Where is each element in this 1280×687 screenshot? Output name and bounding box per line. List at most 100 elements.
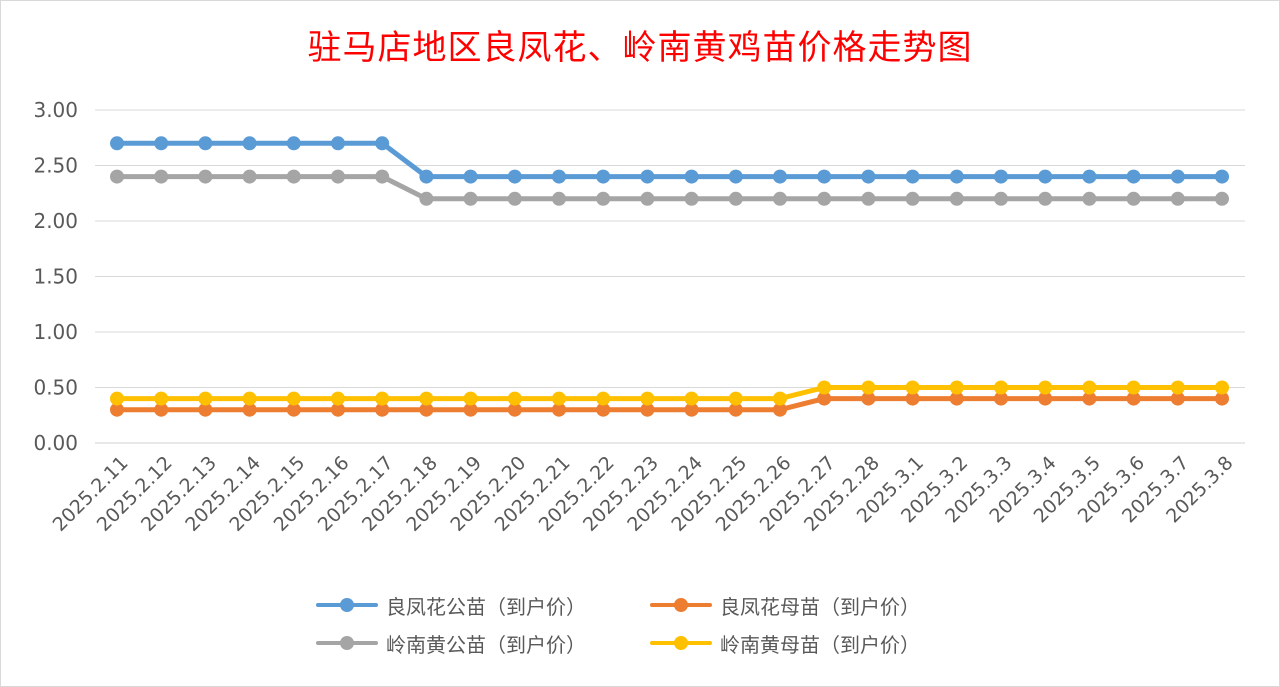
data-point [1126,169,1141,184]
data-point [331,136,345,151]
legend-item-series-2[interactable]: 岭南黄公苗（到户价） [316,629,650,658]
y-tick-label: 2.00 [33,209,78,233]
y-tick-label: 1.00 [33,320,78,344]
legend-label: 良凤花公苗（到户价） [386,594,586,619]
data-point [817,391,832,406]
data-point [1082,169,1097,184]
legend-item-series-1[interactable]: 良凤花母苗（到户价） [650,591,984,620]
data-point [817,380,832,395]
data-point [861,191,876,206]
data-point [905,391,920,406]
data-point [375,391,390,406]
data-point [1170,391,1185,406]
data-point [773,169,787,184]
data-point [640,402,655,417]
data-point [463,402,478,417]
data-point [552,169,566,184]
data-point [198,136,213,151]
data-point [1170,380,1185,395]
series-3 [110,380,1229,406]
data-point [1170,191,1185,206]
data-point [994,169,1008,184]
data-point [198,402,213,417]
series-line [114,174,1225,202]
y-tick-label: 3.00 [33,98,78,122]
series-line [114,385,1225,402]
data-point [154,391,169,406]
data-point [773,191,787,206]
data-point [110,169,124,184]
data-point [1126,191,1141,206]
data-point [463,191,478,206]
data-point [1215,380,1229,395]
data-point [684,402,699,417]
legend-label: 岭南黄母苗（到户价） [720,632,920,657]
data-point [861,169,876,184]
data-point [596,169,611,184]
legend-item-series-3[interactable]: 岭南黄母苗（到户价） [650,629,984,658]
data-point [419,402,434,417]
data-point [728,402,743,417]
data-point [861,380,876,395]
y-axis-ticks: 0.00 0.50 1.00 1.50 2.00 2.50 3.00 [33,98,78,455]
data-point [905,169,920,184]
data-point [1126,391,1141,406]
data-point [640,391,655,406]
data-point [507,402,522,417]
data-point [331,402,345,417]
legend-item-series-0[interactable]: 良凤花公苗（到户价） [316,591,650,620]
data-point [773,391,787,406]
data-point [110,391,124,406]
data-point [552,391,566,406]
data-point [419,391,434,406]
data-point [154,169,169,184]
data-point [1038,169,1053,184]
series-line [114,140,1225,180]
data-point [1082,391,1097,406]
data-point [110,136,124,151]
legend-marker-icon [316,636,378,650]
legend-marker-icon [316,598,378,612]
data-point [596,402,611,417]
legend-marker-icon [650,636,712,650]
data-point [861,391,876,406]
data-point [463,169,478,184]
y-tick-label: 1.50 [33,265,78,289]
data-point [905,191,920,206]
data-point [552,191,566,206]
data-point [286,391,301,406]
data-point [375,402,390,417]
data-point [375,169,390,184]
series-0 [110,136,1229,184]
data-point [684,191,699,206]
data-point [419,191,434,206]
x-axis-ticks: 2025.2.112025.2.122025.2.132025.2.142025… [49,452,1238,536]
data-point [640,191,655,206]
data-point [1126,380,1141,395]
data-point [286,136,301,151]
data-point [1038,191,1053,206]
series-lines [110,136,1229,417]
data-point [286,402,301,417]
data-point [1082,191,1097,206]
data-point [817,169,832,184]
data-point [154,136,169,151]
data-point [1038,380,1053,395]
data-point [1038,391,1053,406]
data-point [728,191,743,206]
data-point [949,191,964,206]
data-point [507,191,522,206]
data-point [949,391,964,406]
chart-title: 驻马店地区良凤花、岭南黄鸡苗价格走势图 [307,28,973,68]
data-point [949,380,964,395]
data-point [773,402,787,417]
legend-label: 良凤花母苗（到户价） [720,594,920,619]
legend-marker-icon [650,598,712,612]
data-point [507,391,522,406]
data-point [1215,169,1229,184]
y-tick-label: 2.50 [33,154,78,178]
data-point [596,191,611,206]
y-tick-label: 0.00 [33,431,78,455]
data-point [1215,191,1229,206]
